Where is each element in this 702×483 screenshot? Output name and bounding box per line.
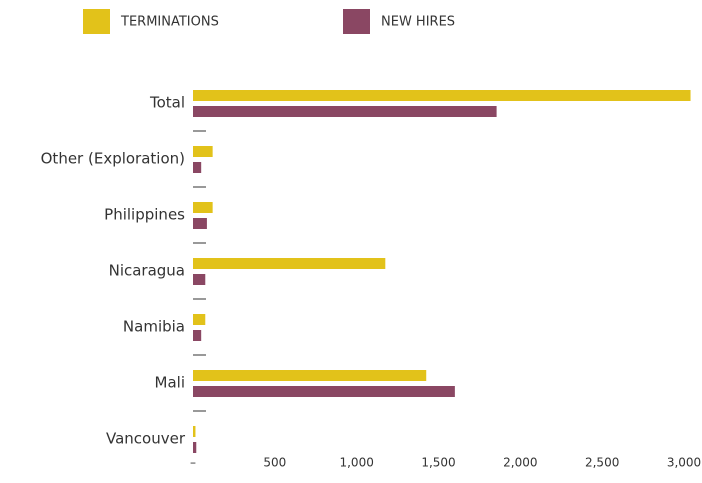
bar: [193, 330, 202, 341]
y-tick-label: Total: [149, 94, 185, 112]
legend-label: NEW HIRES: [381, 15, 455, 30]
y-tick-label: Mali: [155, 374, 185, 392]
x-tick-label: –: [190, 456, 196, 470]
y-tick-label: Vancouver: [106, 430, 186, 448]
bar: [193, 258, 386, 269]
bar: [193, 90, 691, 101]
y-tick-label: Namibia: [123, 318, 185, 336]
bar: [193, 442, 197, 453]
x-tick-label: 2,500: [585, 456, 619, 470]
bar: [193, 370, 427, 381]
legend-swatch: [83, 9, 110, 34]
bar: [193, 218, 207, 229]
y-tick-label: Other (Exploration): [41, 150, 185, 168]
x-tick-label: 2,000: [503, 456, 537, 470]
bar: [193, 162, 202, 173]
bar: [193, 314, 206, 325]
bar: [193, 386, 455, 397]
bar: [193, 202, 213, 213]
y-tick-label: Philippines: [104, 206, 185, 224]
x-tick-label: 1,500: [421, 456, 455, 470]
x-tick-label: 1,000: [339, 456, 373, 470]
bar: [193, 146, 213, 157]
x-tick-label: 500: [263, 456, 286, 470]
x-tick-label: 3,000: [667, 456, 701, 470]
legend-label: TERMINATIONS: [120, 15, 219, 30]
bar: [193, 426, 196, 437]
bar: [193, 274, 206, 285]
y-tick-label: Nicaragua: [109, 262, 185, 280]
legend-swatch: [343, 9, 370, 34]
bar: [193, 106, 497, 117]
